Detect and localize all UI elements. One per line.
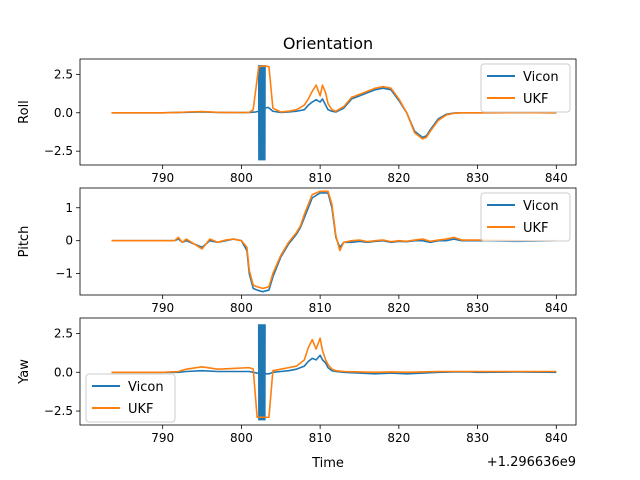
legend-label-vicon: Vicon	[523, 199, 559, 214]
legend-label-ukf: UKF	[128, 402, 154, 417]
axes-frame	[79, 317, 577, 426]
legend-label-ukf: UKF	[523, 92, 549, 107]
x-tick-label: 820	[387, 301, 410, 315]
x-tick-label: 820	[387, 171, 410, 185]
series-line-vicon	[111, 354, 557, 375]
x-axis-offset-label: +1.296636e9	[487, 455, 576, 470]
series-burst-vicon	[257, 65, 266, 161]
y-axis-label: Pitch	[17, 226, 32, 258]
y-tick-label: 0	[65, 234, 73, 248]
x-tick-label: 800	[230, 301, 253, 315]
series-line-ukf	[111, 190, 557, 290]
x-tick-label: 790	[151, 171, 174, 185]
legend: Vicon UKF	[480, 192, 571, 242]
legend: Vicon UKF	[480, 63, 571, 113]
legend: Vicon UKF	[85, 373, 176, 423]
series-burst-vicon	[257, 324, 266, 421]
subplot-pitch: 790 800 810 820 830 840 −1 0 1 Pitch Vicon UKF	[17, 187, 577, 315]
y-tick-label: 2.5	[54, 67, 73, 81]
subplot-roll: 790 800 810 820 830 840 −2.5 0.0 2.5 Roll Vicon UKF	[17, 58, 577, 185]
axes-frame	[79, 58, 577, 166]
plot-area	[111, 324, 557, 421]
series-line-vicon	[111, 192, 557, 293]
x-tick-label: 800	[230, 431, 253, 445]
x-tick-label: 840	[545, 301, 568, 315]
x-tick-label: 840	[545, 431, 568, 445]
x-tick-label: 820	[387, 431, 410, 445]
x-tick-label: 790	[151, 431, 174, 445]
y-tick-label: −1	[55, 267, 73, 281]
subplots: 790 800 810 820 830 840 −2.5 0.0 2.5 Roll Vicon UKF…	[17, 58, 577, 445]
y-tick-label: 0.0	[54, 365, 73, 379]
x-tick-label: 810	[309, 431, 332, 445]
x-tick-label: 840	[545, 171, 568, 185]
y-tick-label: 2.5	[54, 327, 73, 341]
legend-label-vicon: Vicon	[523, 70, 559, 85]
y-tick-label: 1	[65, 201, 73, 215]
x-tick-label: 790	[151, 301, 174, 315]
y-tick-label: 0.0	[54, 106, 73, 120]
x-tick-label: 800	[230, 171, 253, 185]
x-tick-label: 830	[466, 431, 489, 445]
plot-area	[111, 190, 557, 293]
legend-label-vicon: Vicon	[128, 380, 164, 395]
series-line-ukf	[111, 65, 557, 140]
x-axis-label: Time	[311, 456, 344, 471]
chart-title: Orientation	[283, 34, 373, 53]
legend-label-ukf: UKF	[523, 221, 549, 236]
x-tick-label: 830	[466, 171, 489, 185]
x-tick-label: 810	[309, 301, 332, 315]
subplot-yaw: 790 800 810 820 830 840 −2.5 0.0 2.5 Yaw Vicon UKF	[17, 317, 577, 445]
y-axis-label: Roll	[17, 100, 32, 124]
series-line-vicon	[111, 87, 557, 139]
axes-frame	[79, 187, 577, 296]
y-tick-label: −2.5	[44, 144, 73, 158]
y-axis-label: Yaw	[17, 359, 32, 385]
plot-area	[111, 65, 557, 161]
x-tick-label: 810	[309, 171, 332, 185]
series-line-ukf	[111, 337, 557, 419]
x-tick-label: 830	[466, 301, 489, 315]
y-tick-label: −2.5	[44, 404, 73, 418]
